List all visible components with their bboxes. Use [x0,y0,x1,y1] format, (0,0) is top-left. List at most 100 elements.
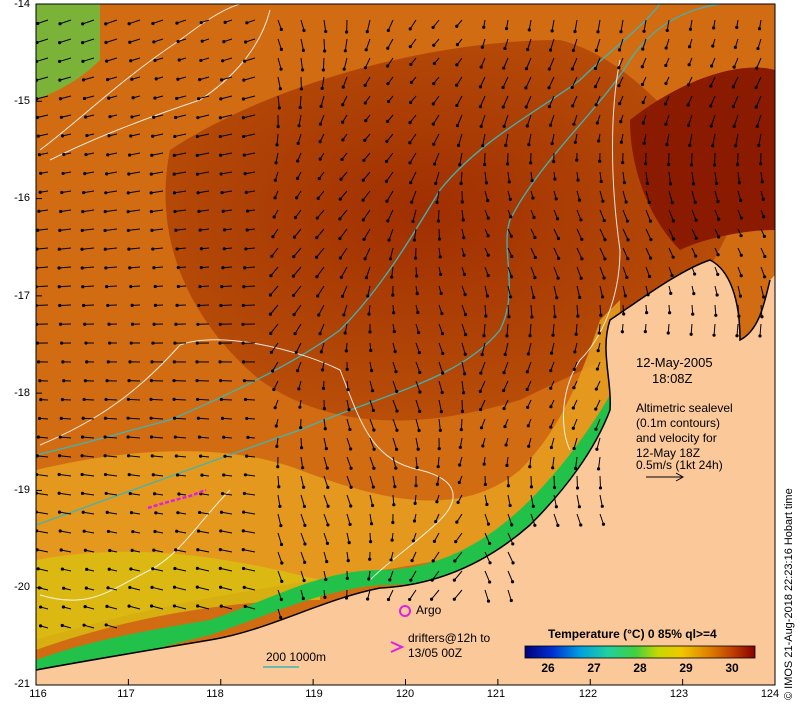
velocity-arrow [106,605,118,610]
velocity-arrow [552,456,555,468]
velocity-arrow-head [36,435,40,439]
velocity-arrow [300,456,304,468]
velocity-arrow-head [176,266,180,270]
velocity-arrow-head [431,559,435,563]
velocity-arrow-head [222,435,226,439]
velocity-arrow-head [739,198,743,203]
velocity-arrow-head [600,504,604,508]
velocity-arrow-head [755,66,759,70]
velocity-arrow [415,342,420,353]
velocity-arrow [174,568,187,572]
velocity-arrow [598,456,601,469]
velocity-arrow-head [571,426,575,430]
velocity-arrow [270,266,279,277]
velocity-arrow [152,455,164,458]
x-tick-label: 118 [206,688,224,700]
velocity-arrow [38,436,49,439]
velocity-arrow-head [36,78,39,82]
velocity-arrow [710,95,716,107]
velocity-arrow-head [436,464,440,469]
velocity-arrow-head [689,332,693,336]
velocity-arrow [174,190,187,194]
velocity-arrow [244,266,256,269]
velocity-arrow [340,247,348,259]
velocity-arrow [198,190,210,194]
velocity-arrow [346,475,352,488]
velocity-arrow-head [524,86,528,90]
velocity-arrow [346,437,352,450]
velocity-arrow [277,57,282,70]
velocity-arrow [220,586,233,591]
velocity-arrow-head [501,85,505,90]
velocity-arrow [550,437,555,448]
velocity-arrow-head [574,332,578,336]
velocity-arrow-head [386,119,390,123]
velocity-arrow-head [487,541,492,546]
velocity-arrow-head [273,406,277,410]
velocity-arrow-head [645,181,650,185]
velocity-arrow-head [57,510,62,514]
velocity-arrow [176,95,187,99]
velocity-arrow [369,418,375,431]
velocity-arrow-head [384,179,389,183]
velocity-arrow-head [128,491,132,496]
velocity-arrow-head [275,143,279,147]
velocity-arrow-head [323,427,327,431]
velocity-arrow [571,76,578,88]
velocity-arrow [128,247,141,250]
velocity-arrow-head [572,367,576,372]
velocity-arrow-head [318,140,322,144]
velocity-arrow-head [715,293,719,297]
velocity-arrow-head [270,254,274,258]
velocity-arrow-head [320,86,324,90]
warm-pool [165,40,740,421]
velocity-arrow-head [386,99,391,104]
velocity-arrow-head [130,548,134,552]
velocity-arrow [527,38,532,50]
velocity-arrow-head [196,322,200,326]
velocity-arrow [392,475,396,487]
velocity-arrow-head [371,485,375,489]
velocity-arrow-head [716,199,720,204]
velocity-arrow [369,437,375,450]
velocity-arrow [456,76,463,86]
velocity-arrow [369,513,373,524]
velocity-arrow-head [84,115,88,119]
velocity-arrow [576,228,583,240]
velocity-arrow-head [149,379,153,383]
velocity-arrow-head [641,100,645,105]
velocity-arrow-head [320,368,325,372]
velocity-arrow [502,76,509,88]
velocity-arrow-head [593,85,598,89]
velocity-arrow [61,417,72,420]
velocity-arrow-head [219,529,223,533]
velocity-arrow [105,247,118,250]
velocity-arrow-head [533,275,537,280]
velocity-arrow [277,494,281,507]
velocity-arrow-head [524,67,529,71]
velocity-arrow-head [221,266,225,270]
velocity-arrow [82,38,95,44]
velocity-arrow-head [363,83,367,87]
velocity-arrow-head [152,322,156,326]
velocity-arrow-head [107,567,111,571]
velocity-arrow [365,57,371,68]
velocity-arrow [595,418,601,430]
velocity-arrow-head [104,266,108,270]
velocity-arrow-head [459,427,463,432]
velocity-arrow-head [694,218,698,222]
velocity-arrow-head [664,102,668,106]
velocity-arrow-head [694,254,698,258]
velocity-arrow [105,474,118,477]
velocity-arrow [271,247,279,257]
velocity-arrow-head [57,247,61,251]
velocity-arrow-head [197,510,202,515]
velocity-arrow-head [153,96,157,100]
velocity-arrow [484,551,491,564]
velocity-arrow-head [60,134,65,138]
velocity-arrow [323,437,327,449]
velocity-arrow [323,38,326,51]
velocity-arrow-head [103,454,107,458]
velocity-arrow-head [732,65,736,69]
velocity-arrow-head [272,215,276,219]
